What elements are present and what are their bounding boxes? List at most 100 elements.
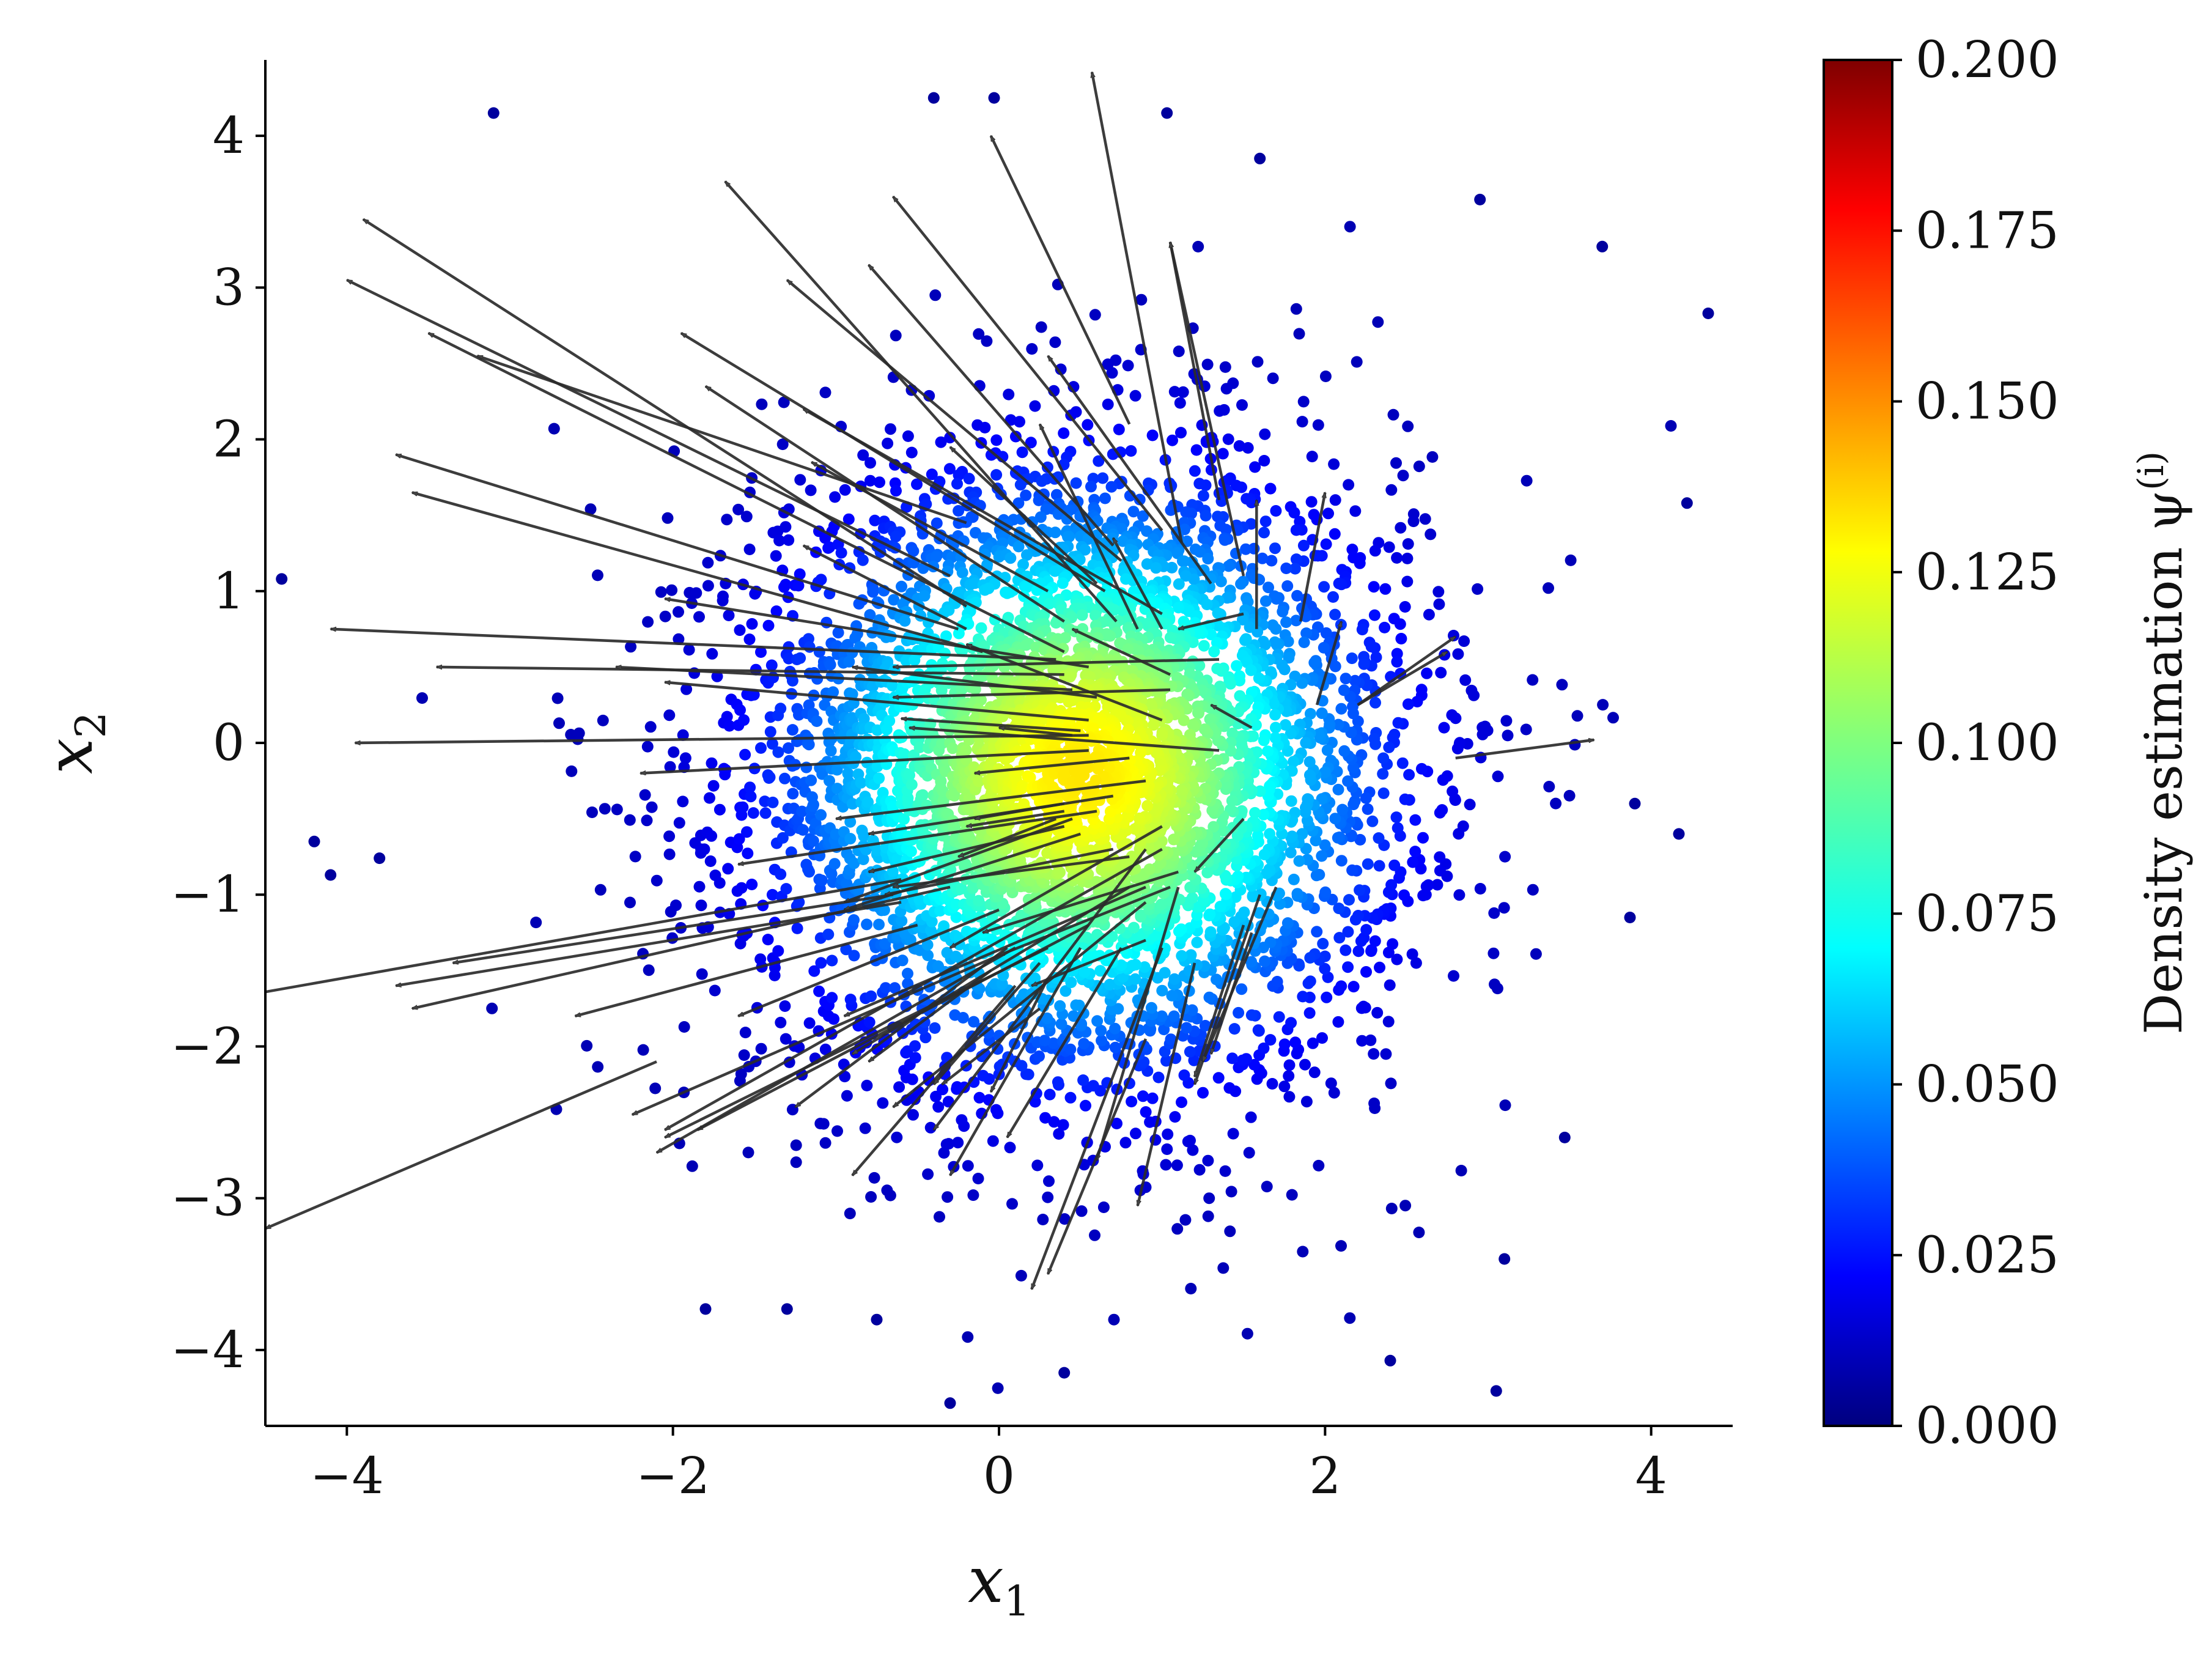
scatter-point <box>1319 839 1331 851</box>
scatter-point <box>1211 663 1223 674</box>
scatter-point <box>1004 1142 1016 1154</box>
scatter-point <box>942 1191 954 1203</box>
scatter-point <box>1297 396 1310 408</box>
scatter-point <box>1370 696 1381 709</box>
scatter-point <box>1332 718 1344 731</box>
scatter-point <box>1392 822 1404 834</box>
scatter-point <box>1224 1225 1236 1238</box>
scatter-point <box>899 615 911 627</box>
scatter-point <box>1293 855 1305 867</box>
scatter-point <box>594 884 606 896</box>
scatter-point <box>1050 489 1063 501</box>
scatter-point <box>1329 813 1341 825</box>
scatter-point <box>747 807 759 819</box>
scatter-point <box>1006 1198 1018 1210</box>
scatter-point <box>791 922 803 934</box>
scatter-point <box>1278 1080 1291 1093</box>
scatter-point <box>885 423 896 435</box>
scatter-point <box>1332 783 1344 795</box>
scatter-point <box>743 544 756 555</box>
scatter-point <box>1240 543 1252 555</box>
scatter-point <box>1368 733 1381 745</box>
scatter-point <box>889 982 901 994</box>
scatter-point <box>839 484 851 496</box>
scatter-point <box>1225 677 1237 690</box>
scatter-point <box>1413 460 1425 473</box>
scatter-point <box>1145 1002 1157 1014</box>
scatter-point <box>943 1138 955 1150</box>
scatter-point <box>1178 1069 1190 1081</box>
scatter-point <box>1049 526 1061 539</box>
scatter-point <box>1021 549 1033 561</box>
scatter-point <box>1102 358 1114 371</box>
scatter-point <box>1258 808 1270 821</box>
scatter-point <box>1248 1058 1260 1071</box>
scatter-point <box>1070 477 1082 489</box>
scatter-point <box>1211 637 1223 649</box>
scatter-point <box>1104 978 1116 991</box>
scatter-point <box>831 1125 843 1137</box>
scatter-point <box>677 729 689 741</box>
scatter-point <box>1247 889 1259 901</box>
scatter-point <box>1175 427 1187 439</box>
scatter-point <box>1259 515 1272 528</box>
scatter-point <box>1226 795 1238 807</box>
scatter-point <box>1016 446 1028 459</box>
scatter-point <box>1306 451 1318 463</box>
scatter-point <box>862 796 874 808</box>
scatter-point <box>1212 619 1225 632</box>
scatter-point <box>803 739 815 751</box>
scatter-point <box>1166 989 1178 1002</box>
scatter-point <box>992 1382 1004 1394</box>
scatter-point <box>1105 1003 1118 1015</box>
scatter-point <box>1194 546 1206 558</box>
scatter-point <box>1099 492 1111 504</box>
scatter-point <box>772 746 784 758</box>
scatter-point <box>985 449 997 461</box>
scatter-point <box>1317 937 1329 950</box>
scatter-point <box>1185 1283 1197 1294</box>
scatter-point <box>1308 657 1321 669</box>
scatter-point <box>1327 591 1339 603</box>
scatter-point <box>1665 420 1677 432</box>
scatter-point <box>1369 935 1381 947</box>
scatter-point <box>925 924 937 937</box>
scatter-point <box>704 855 717 867</box>
scatter-point <box>1312 419 1324 431</box>
scatter-point <box>1003 388 1015 400</box>
scatter-point <box>1395 633 1407 644</box>
scatter-point <box>1474 883 1486 895</box>
scatter-point <box>905 446 918 459</box>
scatter-point <box>1228 916 1241 928</box>
scatter-point <box>1055 1018 1067 1030</box>
scatter-point <box>940 630 952 642</box>
scatter-point <box>1390 811 1403 824</box>
scatter-point <box>1236 805 1248 817</box>
scatter-point <box>918 590 931 602</box>
scatter-point <box>1374 961 1385 973</box>
scatter-point <box>1297 991 1309 1003</box>
scatter-point <box>1234 674 1245 687</box>
scatter-point <box>655 586 667 598</box>
scatter-point <box>1280 778 1292 791</box>
scatter-point <box>1433 598 1445 610</box>
scatter-point <box>1499 1099 1511 1112</box>
scatter-point <box>673 606 684 618</box>
scatter-point <box>743 633 756 646</box>
scatter-point <box>1342 775 1354 788</box>
scatter-point <box>1159 967 1171 979</box>
scatter-point <box>1344 1312 1356 1324</box>
scatter-point <box>900 655 912 666</box>
scatter-point <box>1396 757 1409 769</box>
scatter-point <box>1313 728 1325 740</box>
scatter-point <box>670 899 682 912</box>
scatter-point <box>1015 1269 1027 1282</box>
scatter-point <box>643 964 655 976</box>
scatter-point <box>817 1118 830 1130</box>
scatter-point <box>962 618 975 630</box>
scatter-point <box>1377 768 1389 780</box>
scatter-point <box>1256 552 1269 564</box>
scatter-point <box>1347 981 1360 993</box>
scatter-point <box>690 587 702 599</box>
scatter-point <box>1543 582 1554 594</box>
